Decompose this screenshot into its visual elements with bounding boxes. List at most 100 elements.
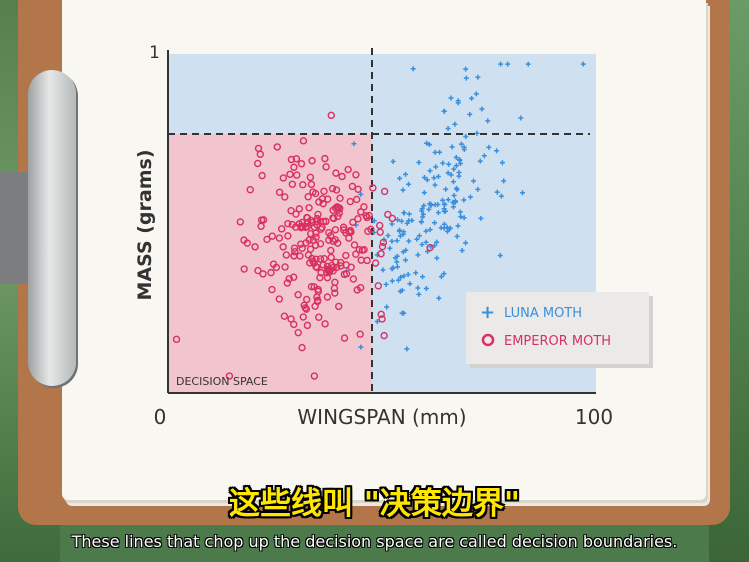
luna-point [431, 175, 437, 181]
luna-point [432, 202, 438, 208]
luna-point [403, 247, 409, 253]
emperor-point [300, 301, 308, 310]
luna-point [421, 174, 427, 180]
emperor-point [308, 254, 316, 263]
emperor-point [323, 262, 332, 271]
luna-point [440, 197, 446, 203]
luna-point [441, 201, 447, 207]
emperor-point [306, 173, 315, 182]
emperor-point [306, 245, 315, 253]
luna-point [441, 108, 447, 114]
luna-point [394, 259, 400, 265]
emperor-point [281, 193, 289, 201]
emperor-point [327, 111, 335, 120]
luna-point [399, 218, 405, 224]
luna-point [452, 198, 458, 204]
emperor-point [352, 250, 360, 258]
emperor-point [298, 244, 306, 252]
luna-point [497, 252, 503, 258]
emperor-point [268, 232, 276, 240]
luna-point [421, 190, 427, 196]
emperor-point [376, 221, 384, 230]
luna-point [400, 187, 406, 193]
luna-point [463, 134, 469, 140]
luna-point [450, 204, 456, 210]
luna-point [463, 66, 469, 72]
emperor-point [384, 210, 392, 219]
legend-luna-marker: + [480, 302, 495, 323]
luna-point [461, 215, 467, 221]
emperor-point [323, 273, 332, 282]
emperor-point [311, 241, 320, 249]
emperor-point [323, 293, 332, 301]
emperor-point [319, 199, 327, 208]
luna-point [458, 214, 464, 220]
luna-point [469, 95, 475, 101]
y-axis-label: MASS (grams) [134, 149, 156, 300]
emperor-point [279, 243, 287, 251]
emperor-point [321, 154, 329, 163]
emperor-point [310, 372, 319, 380]
luna-point [389, 278, 395, 284]
emperor-point [330, 284, 339, 293]
luna-point [445, 126, 451, 132]
luna-point [397, 175, 403, 181]
luna-point [481, 153, 487, 159]
luna-point [419, 206, 425, 212]
emperor-point [240, 265, 248, 273]
emperor-point [317, 225, 325, 233]
luna-point [445, 170, 451, 176]
luna-point [385, 233, 391, 239]
emperor-point [315, 313, 323, 321]
emperor-point [295, 205, 304, 213]
luna-point [396, 228, 402, 234]
luna-point [473, 91, 479, 97]
luna-point [427, 168, 433, 174]
luna-point [438, 274, 444, 280]
luna-point [580, 61, 586, 67]
luna-point [479, 106, 485, 112]
luna-point [478, 215, 484, 221]
luna-point [474, 130, 480, 136]
emperor-point [332, 186, 341, 194]
emperor-point [285, 275, 293, 283]
luna-point [420, 214, 426, 220]
luna-point [445, 197, 451, 203]
luna-point [467, 194, 473, 200]
emperor-point [354, 215, 362, 223]
luna-point [440, 160, 446, 166]
luna-point [441, 206, 447, 212]
emperor-point [323, 195, 332, 203]
emperor-point [311, 189, 320, 198]
emperor-point [346, 197, 354, 206]
luna-point [459, 247, 465, 253]
emperor-point [259, 270, 267, 278]
emperor-point [322, 163, 330, 171]
emperor-point [377, 310, 385, 319]
emperor-point [277, 225, 286, 233]
emperor-point [367, 225, 375, 234]
luna-point [454, 233, 460, 239]
luna-point [457, 209, 463, 215]
luna-point [443, 186, 449, 192]
emperor-point [257, 216, 266, 224]
emperor-point [172, 335, 181, 344]
luna-point [390, 158, 396, 164]
luna-point [436, 295, 442, 301]
subtitle-english: These lines that chop up the decision sp… [71, 532, 678, 551]
emperor-point [225, 372, 234, 380]
emperor-point [331, 289, 339, 297]
emperor-point [317, 269, 325, 277]
emperor-point [298, 218, 306, 227]
luna-point [401, 210, 407, 216]
luna-point [498, 61, 504, 67]
emperor-point [305, 204, 313, 212]
luna-point [505, 61, 511, 67]
decision-space-label: DECISION SPACE [176, 375, 268, 388]
emperor-point [352, 195, 361, 204]
luna-point [448, 95, 454, 101]
emperor-point [279, 174, 288, 182]
luna-point [407, 281, 413, 287]
luna-point [455, 98, 461, 104]
emperor-point [316, 273, 324, 282]
